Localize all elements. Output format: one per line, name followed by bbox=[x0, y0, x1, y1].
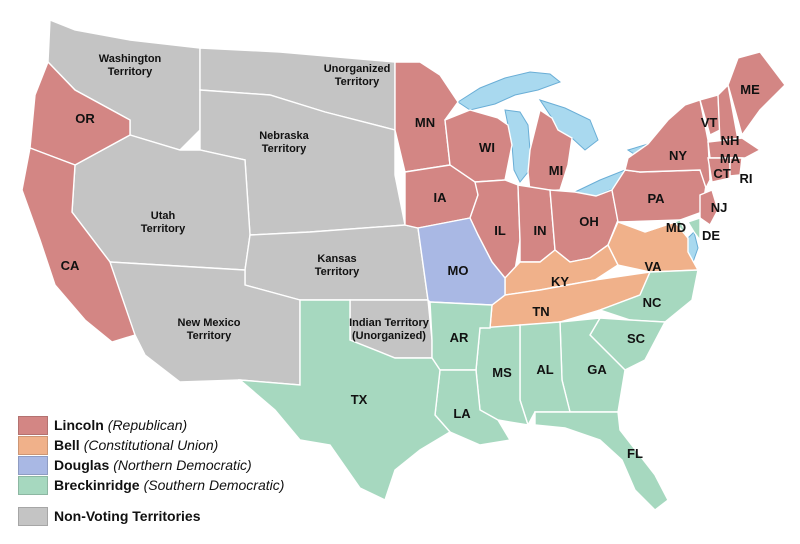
bell-states bbox=[489, 221, 700, 329]
territory-labels: Washington Territory Unorganized Territory… bbox=[99, 53, 430, 342]
territory-swatch bbox=[18, 506, 48, 526]
bell-swatch bbox=[18, 435, 48, 455]
label-fl: FL bbox=[627, 446, 643, 461]
state-tx bbox=[237, 299, 452, 501]
state-labels: OR CA MN IA WI MI IL IN OH PA NY VT NH M… bbox=[61, 82, 760, 461]
label-ia: IA bbox=[434, 190, 448, 205]
state-de bbox=[686, 217, 701, 243]
lincoln-swatch bbox=[18, 415, 48, 435]
state-me bbox=[727, 51, 786, 137]
state-va bbox=[607, 221, 700, 273]
breckinridge-swatch bbox=[18, 475, 48, 495]
label-ny: NY bbox=[669, 148, 687, 163]
label-sc: SC bbox=[627, 331, 646, 346]
label-nc: NC bbox=[643, 295, 662, 310]
state-md bbox=[644, 219, 689, 239]
label-mi: MI bbox=[549, 163, 563, 178]
label-tn: TN bbox=[532, 304, 549, 319]
label-wi: WI bbox=[479, 140, 495, 155]
label-ms: MS bbox=[492, 365, 512, 380]
label-new-mexico-territory: New Mexico Territory bbox=[178, 317, 241, 342]
label-de: DE bbox=[702, 228, 720, 243]
great-lakes bbox=[457, 71, 699, 264]
label-ga: GA bbox=[587, 362, 607, 377]
state-fl bbox=[534, 411, 669, 511]
state-ri bbox=[729, 157, 743, 177]
label-va: VA bbox=[644, 259, 662, 274]
state-or bbox=[29, 60, 131, 166]
lincoln-states bbox=[21, 51, 786, 343]
legend-douglas: Douglas (Northern Democratic) bbox=[18, 455, 252, 475]
label-pa: PA bbox=[647, 191, 665, 206]
state-mo bbox=[417, 217, 506, 306]
territories bbox=[47, 18, 433, 386]
douglas-swatch bbox=[18, 455, 48, 475]
breckinridge-states bbox=[237, 217, 701, 511]
legend-breckinridge: Breckinridge (Southern Democratic) bbox=[18, 475, 285, 495]
lake-superior bbox=[457, 71, 562, 111]
label-la: LA bbox=[453, 406, 471, 421]
label-mo: MO bbox=[448, 263, 469, 278]
legend-name: Non-Voting Territories bbox=[54, 508, 201, 524]
legend-name: Bell bbox=[54, 437, 80, 453]
label-indian-territory: Indian Territory (Unorganized) bbox=[349, 317, 430, 342]
label-in: IN bbox=[534, 223, 547, 238]
label-tx: TX bbox=[351, 392, 368, 407]
label-oh: OH bbox=[579, 214, 599, 229]
label-me: ME bbox=[740, 82, 760, 97]
state-ca bbox=[21, 147, 136, 343]
legend-lincoln: Lincoln (Republican) bbox=[18, 415, 188, 435]
legend-name: Breckinridge bbox=[54, 477, 140, 493]
legend-party: (Republican) bbox=[107, 417, 188, 433]
legend-name: Lincoln bbox=[54, 417, 104, 433]
label-nebraska-territory: Nebraska Territory bbox=[259, 130, 309, 155]
label-il: IL bbox=[494, 223, 506, 238]
legend-party: (Northern Democratic) bbox=[113, 457, 252, 473]
label-md: MD bbox=[666, 220, 686, 235]
label-ky: KY bbox=[551, 274, 569, 289]
label-ct: CT bbox=[713, 166, 730, 181]
label-mn: MN bbox=[415, 115, 435, 130]
label-nh: NH bbox=[721, 133, 740, 148]
legend-bell: Bell (Constitutional Union) bbox=[18, 435, 219, 455]
label-kansas-territory: Kansas Territory bbox=[315, 253, 360, 278]
state-wi bbox=[444, 109, 513, 183]
label-ca: CA bbox=[61, 258, 80, 273]
state-nj bbox=[699, 189, 719, 227]
label-ri: RI bbox=[740, 171, 753, 186]
state-ct bbox=[707, 157, 731, 183]
label-unorganized-territory: Unorganized Territory bbox=[324, 63, 391, 88]
label-ma: MA bbox=[720, 151, 741, 166]
legend-territories: Non-Voting Territories bbox=[18, 506, 201, 526]
state-mi bbox=[527, 108, 573, 193]
label-nj: NJ bbox=[711, 200, 728, 215]
label-ar: AR bbox=[450, 330, 469, 345]
state-ma bbox=[707, 137, 762, 159]
label-washington-territory: Washington Territory bbox=[99, 53, 162, 78]
label-vt: VT bbox=[701, 115, 718, 130]
legend-party: (Southern Democratic) bbox=[143, 477, 285, 493]
label-utah-territory: Utah Territory bbox=[141, 210, 186, 235]
label-al: AL bbox=[536, 362, 553, 377]
douglas-states bbox=[417, 217, 506, 306]
legend-party: (Constitutional Union) bbox=[83, 437, 219, 453]
label-or: OR bbox=[75, 111, 95, 126]
legend-name: Douglas bbox=[54, 457, 110, 473]
